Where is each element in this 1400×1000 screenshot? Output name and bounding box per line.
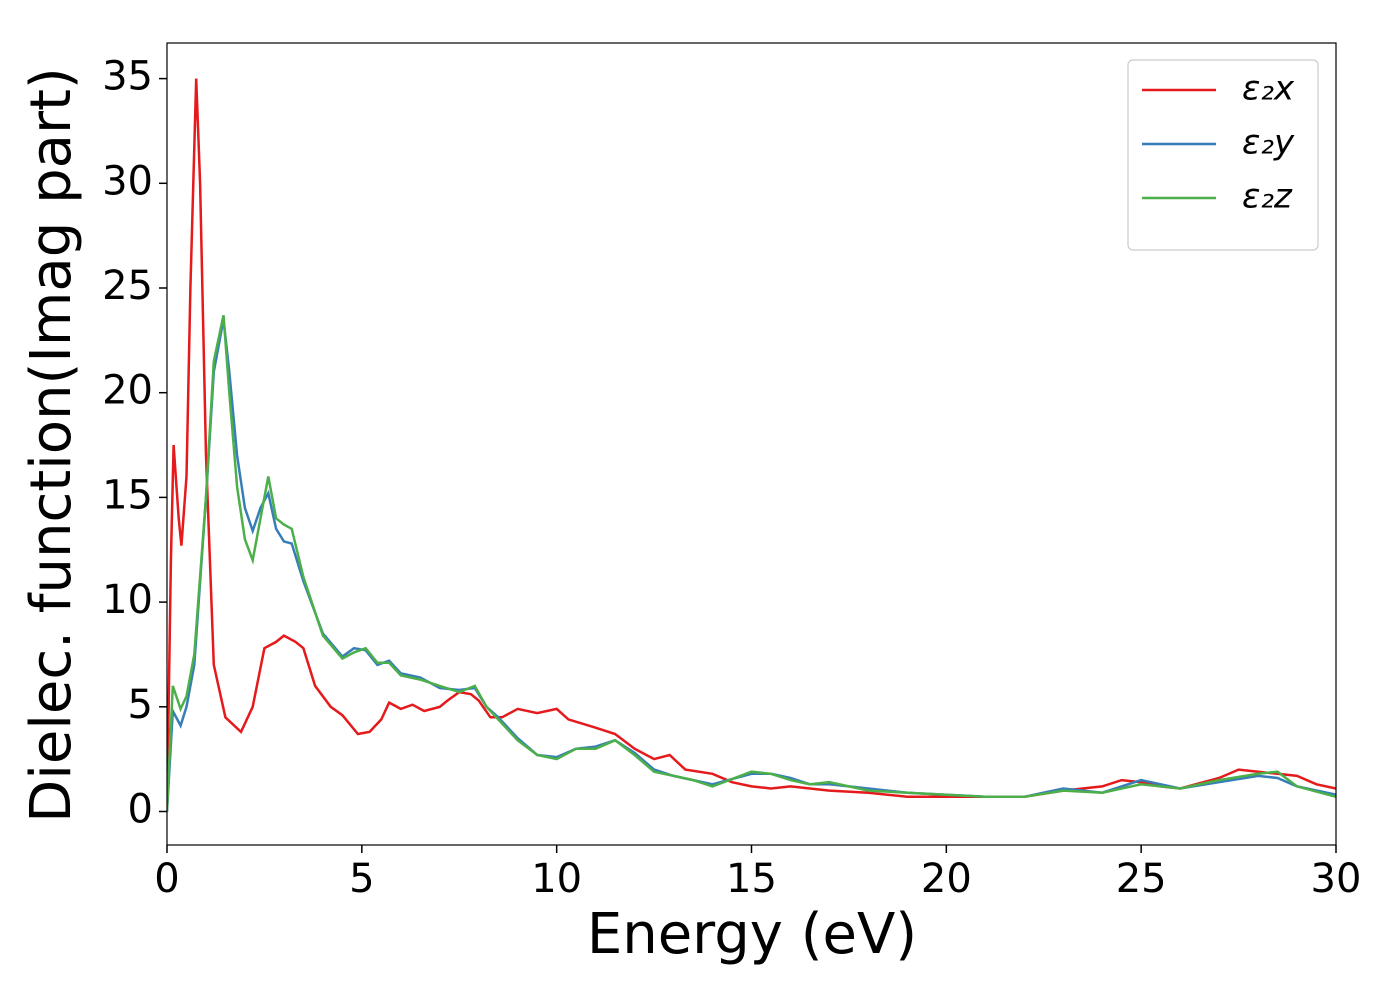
legend-label: ε₂x [1242, 69, 1295, 109]
line [167, 314, 1336, 812]
legend-label: ε₂y [1242, 123, 1295, 163]
x-tick-label: 20 [921, 856, 972, 902]
x-tick-label: 0 [154, 856, 179, 902]
y-axis-label: Dielec. function(Imag part) [19, 67, 84, 823]
plot-frame [166, 42, 1337, 846]
legend-box [1127, 59, 1319, 251]
line [167, 319, 1336, 812]
y-tick-label: 35 [102, 54, 153, 100]
y-tick-label: 30 [102, 158, 153, 204]
y-tick-label: 15 [102, 472, 153, 518]
y-tick-label: 25 [102, 263, 153, 309]
legend-label: ε₂z [1242, 177, 1293, 217]
y-tick-label: 20 [102, 368, 153, 414]
y-tick-label: 0 [128, 786, 153, 832]
x-tick-label: 30 [1311, 856, 1362, 902]
y-tick-label: 10 [102, 577, 153, 623]
x-axis-label: Energy (eV) [587, 902, 917, 967]
x-tick-label: 5 [349, 856, 374, 902]
x-tick-label: 10 [531, 856, 582, 902]
x-tick-label: 25 [1116, 856, 1167, 902]
y-tick-label: 5 [128, 682, 153, 728]
x-tick-label: 15 [726, 856, 777, 902]
